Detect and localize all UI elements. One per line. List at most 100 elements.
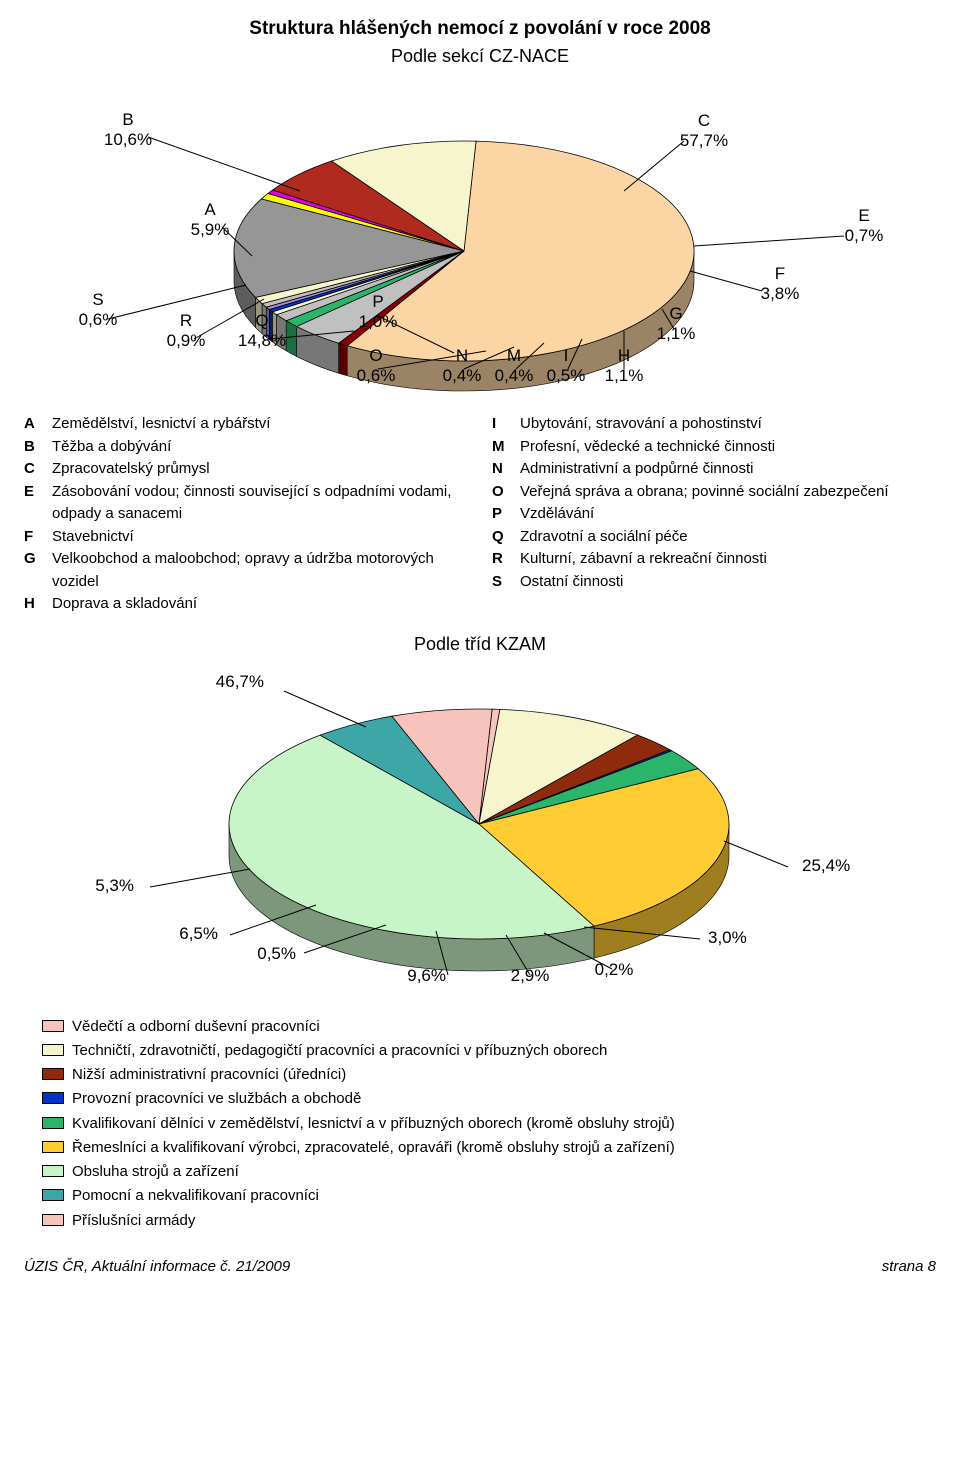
- legend1-key: S: [492, 571, 520, 594]
- legend2-text: Techničtí, zdravotničtí, pedagogičtí pra…: [72, 1039, 607, 1062]
- legend2-text: Vědečtí a odborní duševní pracovníci: [72, 1015, 320, 1038]
- svg-text:O: O: [369, 346, 382, 365]
- legend1-row: FStavebnictví: [24, 526, 468, 549]
- legend1-text: Veřejná správa a obrana; povinné sociáln…: [520, 481, 936, 504]
- legend1-key: F: [24, 526, 52, 549]
- legend1-key: A: [24, 413, 52, 436]
- legend2-row: Kvalifikovaní dělníci v zemědělství, les…: [42, 1112, 918, 1135]
- footer: ÚZIS ČR, Aktuální informace č. 21/2009 s…: [24, 1258, 936, 1275]
- legend1-row: AZemědělství, lesnictví a rybářství: [24, 413, 468, 436]
- legend2-swatch: [42, 1020, 64, 1032]
- legend1-key: M: [492, 436, 520, 459]
- legend1-row: QZdravotní a sociální péče: [492, 526, 936, 549]
- legend1-key: N: [492, 458, 520, 481]
- legend1-key: G: [24, 548, 52, 593]
- svg-text:E: E: [858, 206, 869, 225]
- legend1-row: IUbytování, stravování a pohostinství: [492, 413, 936, 436]
- svg-text:H: H: [618, 346, 630, 365]
- legend1-key: I: [492, 413, 520, 436]
- legend2-text: Kvalifikovaní dělníci v zemědělství, les…: [72, 1112, 675, 1135]
- svg-text:9,6%: 9,6%: [407, 966, 446, 985]
- svg-text:I: I: [564, 346, 569, 365]
- svg-text:S: S: [92, 290, 103, 309]
- svg-text:0,6%: 0,6%: [357, 366, 396, 385]
- legend1-text: Zemědělství, lesnictví a rybářství: [52, 413, 468, 436]
- page-title: Struktura hlášených nemocí z povolání v …: [24, 18, 936, 40]
- chart1-svg: C57,7%E0,7%F3,8%G1,1%H1,1%I0,5%M0,4%N0,4…: [24, 71, 936, 401]
- legend2-text: Pomocní a nekvalifikovaní pracovníci: [72, 1184, 319, 1207]
- legend2-row: Obsluha strojů a zařízení: [42, 1160, 918, 1183]
- legend1-key: O: [492, 481, 520, 504]
- svg-text:0,6%: 0,6%: [79, 310, 118, 329]
- svg-text:R: R: [180, 311, 192, 330]
- svg-text:B: B: [122, 110, 133, 129]
- svg-text:5,3%: 5,3%: [95, 876, 134, 895]
- legend1-key: P: [492, 503, 520, 526]
- svg-text:5,9%: 5,9%: [191, 220, 230, 239]
- legend1-row: NAdministrativní a podpůrné činnosti: [492, 458, 936, 481]
- svg-text:0,9%: 0,9%: [167, 331, 206, 350]
- svg-text:3,0%: 3,0%: [708, 928, 747, 947]
- legend1-row: MProfesní, vědecké a technické činnosti: [492, 436, 936, 459]
- svg-text:0,5%: 0,5%: [547, 366, 586, 385]
- legend1-key: C: [24, 458, 52, 481]
- legend1-text: Velkoobchod a maloobchod; opravy a údržb…: [52, 548, 468, 593]
- legend1-text: Zpracovatelský průmysl: [52, 458, 468, 481]
- legend2-row: Příslušníci armády: [42, 1209, 918, 1232]
- subtitle-1: Podle sekcí CZ-NACE: [24, 46, 936, 67]
- footer-left: ÚZIS ČR, Aktuální informace č. 21/2009: [24, 1258, 290, 1275]
- svg-text:P: P: [372, 292, 383, 311]
- svg-text:25,4%: 25,4%: [802, 856, 850, 875]
- legend2-row: Řemeslníci a kvalifikovaní výrobci, zpra…: [42, 1136, 918, 1159]
- legend1-row: OVeřejná správa a obrana; povinné sociál…: [492, 481, 936, 504]
- legend2-row: Provozní pracovníci ve službách a obchod…: [42, 1087, 918, 1110]
- legend1-col-left: AZemědělství, lesnictví a rybářstvíBTěžb…: [24, 413, 468, 616]
- legend1-row: EZásobování vodou; činnosti související …: [24, 481, 468, 526]
- legend2-swatch: [42, 1214, 64, 1226]
- legend1-text: Zásobování vodou; činnosti související s…: [52, 481, 468, 526]
- legend1-text: Administrativní a podpůrné činnosti: [520, 458, 936, 481]
- legend2-swatch: [42, 1092, 64, 1104]
- legend2-row: Nižší administrativní pracovníci (úřední…: [42, 1063, 918, 1086]
- svg-text:C: C: [698, 111, 710, 130]
- chart1-container: C57,7%E0,7%F3,8%G1,1%H1,1%I0,5%M0,4%N0,4…: [24, 71, 936, 401]
- legend1-row: BTěžba a dobývání: [24, 436, 468, 459]
- legend2: Vědečtí a odborní duševní pracovníciTech…: [42, 1015, 918, 1232]
- subtitle-2: Podle tříd KZAM: [24, 634, 936, 655]
- legend1-text: Ostatní činnosti: [520, 571, 936, 594]
- legend1-text: Zdravotní a sociální péče: [520, 526, 936, 549]
- svg-text:0,2%: 0,2%: [595, 960, 634, 979]
- svg-text:10,6%: 10,6%: [104, 130, 152, 149]
- legend2-swatch: [42, 1165, 64, 1177]
- legend2-text: Řemeslníci a kvalifikovaní výrobci, zpra…: [72, 1136, 675, 1159]
- legend2-text: Nižší administrativní pracovníci (úřední…: [72, 1063, 346, 1086]
- legend1-row: PVzdělávání: [492, 503, 936, 526]
- legend2-row: Vědečtí a odborní duševní pracovníci: [42, 1015, 918, 1038]
- legend2-swatch: [42, 1189, 64, 1201]
- legend1-col-right: IUbytování, stravování a pohostinstvíMPr…: [492, 413, 936, 616]
- legend1-text: Stavebnictví: [52, 526, 468, 549]
- legend1-text: Doprava a skladování: [52, 593, 468, 616]
- legend1-key: Q: [492, 526, 520, 549]
- svg-text:1,1%: 1,1%: [657, 324, 696, 343]
- legend2-swatch: [42, 1141, 64, 1153]
- legend1-text: Kulturní, zábavní a rekreační činnosti: [520, 548, 936, 571]
- svg-text:14,8%: 14,8%: [238, 331, 286, 350]
- svg-text:2,9%: 2,9%: [511, 966, 550, 985]
- legend1-row: CZpracovatelský průmysl: [24, 458, 468, 481]
- legend2-text: Příslušníci armády: [72, 1209, 195, 1232]
- legend1-row: HDoprava a skladování: [24, 593, 468, 616]
- legend2-row: Techničtí, zdravotničtí, pedagogičtí pra…: [42, 1039, 918, 1062]
- legend1-key: B: [24, 436, 52, 459]
- legend2-swatch: [42, 1044, 64, 1056]
- legend2-text: Obsluha strojů a zařízení: [72, 1160, 239, 1183]
- svg-text:1,0%: 1,0%: [359, 312, 398, 331]
- legend2-row: Pomocní a nekvalifikovaní pracovníci: [42, 1184, 918, 1207]
- chart2-svg: 0,5%9,6%2,9%0,2%3,0%25,4%46,7%5,3%6,5%: [24, 659, 936, 1001]
- svg-text:Q: Q: [255, 311, 268, 330]
- legend1-text: Vzdělávání: [520, 503, 936, 526]
- legend1-text: Ubytování, stravování a pohostinství: [520, 413, 936, 436]
- legend1-row: SOstatní činnosti: [492, 571, 936, 594]
- svg-text:1,1%: 1,1%: [605, 366, 644, 385]
- svg-text:0,5%: 0,5%: [257, 944, 296, 963]
